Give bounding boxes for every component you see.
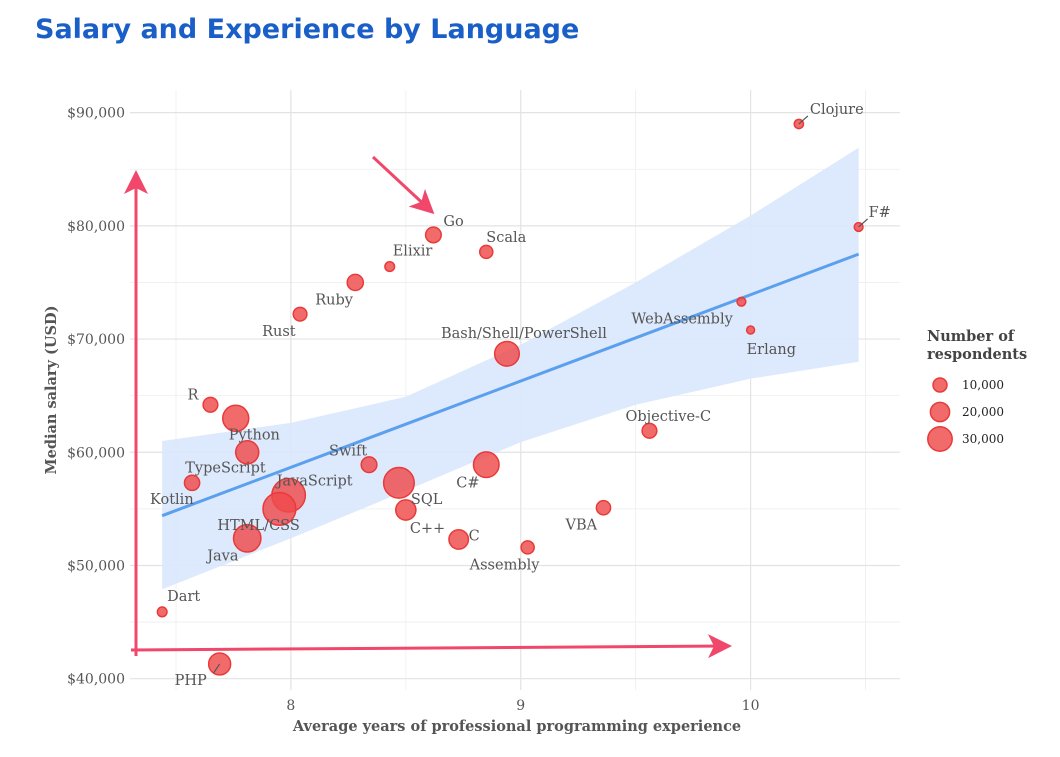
point-assembly	[520, 540, 535, 555]
x-tick-label: 10	[742, 698, 760, 714]
x-tick-label: 8	[286, 698, 295, 714]
label-typescript: TypeScript	[185, 460, 266, 476]
label-javascript: JavaScript	[275, 473, 353, 489]
label-c-: C#	[456, 476, 479, 492]
point-rust	[292, 306, 308, 322]
point-swift	[360, 456, 378, 474]
label-go: Go	[443, 214, 463, 230]
y-axis-title: Median salary (USD)	[43, 306, 60, 475]
label-bash-shell-powershell: Bash/Shell/PowerShell	[441, 326, 607, 342]
x-axis-ticks: 8 9 10	[286, 698, 759, 714]
label-f-: F#	[869, 205, 891, 221]
y-tick-label: $90,000	[67, 106, 125, 122]
trend-line	[161, 252, 860, 518]
label-ruby: Ruby	[315, 292, 354, 308]
chart-title: Salary and Experience by Language	[35, 14, 580, 45]
label-swift: Swift	[329, 444, 367, 460]
point-sql	[382, 466, 415, 499]
point-java	[232, 523, 262, 553]
label-r: R	[187, 388, 199, 404]
label-assembly: Assembly	[469, 557, 541, 573]
point-c	[448, 528, 470, 550]
point-erlang	[745, 325, 756, 335]
confidence-band	[162, 147, 859, 590]
point-r	[202, 396, 219, 413]
label-python: Python	[229, 427, 280, 443]
legend-label: 20,000	[962, 405, 1004, 419]
y-tick-label: $70,000	[67, 332, 125, 348]
annotation-arrows	[124, 155, 732, 659]
point-c-	[395, 499, 417, 521]
confidence-band-area	[162, 147, 859, 590]
point-html-css	[262, 491, 297, 527]
legend-symbol	[932, 377, 948, 393]
label-clojure: Clojure	[810, 102, 864, 118]
legend: Number of respondents 10,000 20,000 30,000	[927, 328, 1027, 452]
point-webassembly	[736, 296, 747, 307]
x-tick-label: 9	[516, 698, 525, 714]
label-erlang: Erlang	[747, 342, 796, 358]
label-webassembly: WebAssembly	[631, 312, 733, 328]
point-elixir	[384, 261, 396, 273]
leader-php	[213, 663, 221, 674]
point-bash-shell-powershell	[493, 340, 521, 367]
label-vba: VBA	[564, 518, 597, 534]
point-c-	[472, 451, 500, 479]
y-tick-label: $80,000	[67, 219, 125, 235]
label-java: Java	[205, 548, 239, 564]
legend-title-line-1: Number of	[927, 328, 1016, 345]
label-objective-c: Objective-C	[625, 409, 711, 425]
legend-label: 10,000	[962, 378, 1004, 392]
leader-clojure	[798, 115, 809, 125]
annotation-arrow-x	[130, 634, 732, 659]
x-axis-title: Average years of professional programmin…	[292, 718, 741, 735]
y-tick-label: $40,000	[67, 672, 125, 688]
y-axis-ticks: $40,000 $50,000 $60,000 $70,000 $80,000 $90,0…	[67, 106, 125, 688]
trend-line-path	[161, 252, 860, 518]
label-sql: SQL	[411, 492, 443, 508]
annotation-arrow-go	[371, 155, 435, 215]
point-python	[221, 404, 250, 433]
legend-label: 30,000	[962, 432, 1004, 446]
legend-symbol	[927, 426, 953, 452]
point-typescript	[234, 439, 260, 465]
label-kotlin: Kotlin	[150, 492, 194, 508]
label-html-css: HTML/CSS	[217, 518, 299, 534]
label-leaders	[213, 115, 869, 674]
legend-entries: 10,000 20,000 30,000	[927, 377, 1004, 452]
point-dart	[156, 606, 168, 618]
point-ruby	[346, 273, 365, 292]
y-tick-label: $50,000	[67, 558, 125, 574]
label-php: PHP	[175, 673, 207, 689]
legend-symbol	[929, 401, 951, 423]
label-scala: Scala	[486, 230, 526, 246]
point-go	[424, 226, 442, 244]
point-scala	[478, 244, 494, 260]
point-vba	[595, 499, 612, 516]
y-tick-label: $60,000	[67, 445, 125, 461]
label-c-: C++	[410, 521, 445, 537]
leader-f-	[858, 218, 869, 228]
label-c: C	[469, 528, 480, 544]
label-elixir: Elixir	[393, 244, 433, 260]
point-kotlin	[183, 474, 201, 492]
label-dart: Dart	[167, 589, 200, 605]
point-labels: Clojure F# Go Scala Elixir Ruby WebAssembly Rus…	[150, 102, 891, 689]
legend-title-line-2: respondents	[927, 346, 1027, 363]
label-rust: Rust	[262, 324, 296, 340]
point-objective-c	[641, 422, 658, 439]
